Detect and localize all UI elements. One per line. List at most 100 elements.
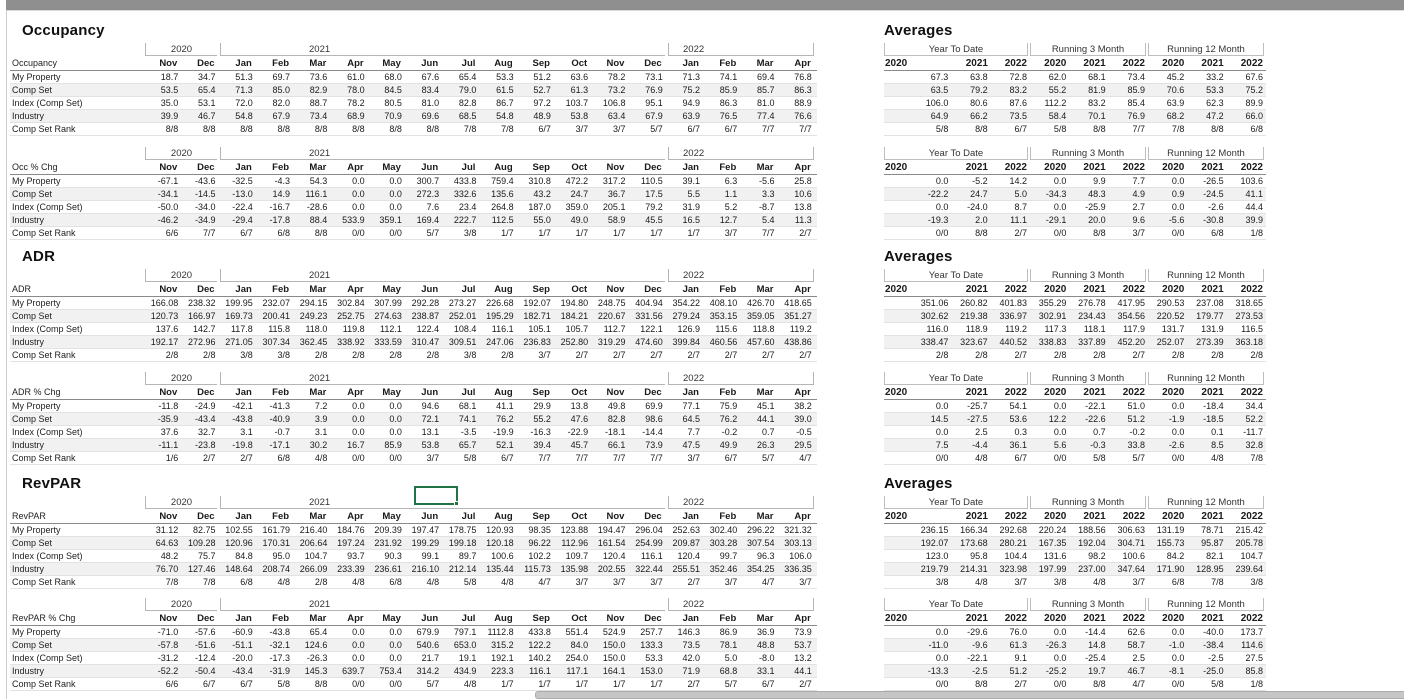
cell[interactable]: 47.6 [570,414,589,424]
cell[interactable]: 0.0 [389,189,402,199]
cell[interactable]: 81.0 [421,98,440,108]
month-header-cell[interactable]: Feb [272,283,290,295]
avg-cell[interactable]: 7/7 [1132,124,1145,134]
cell[interactable]: 399.84 [672,337,700,347]
cell[interactable]: 7/7 [799,124,812,134]
cell[interactable]: 146.3 [677,627,700,637]
month-header-cell[interactable]: Jun [421,510,439,522]
cell[interactable]: 68.8 [719,666,738,676]
avg-cell[interactable]: 6/8 [1250,124,1263,134]
cell[interactable]: 8/8 [314,228,328,238]
cell[interactable]: 5.2 [724,202,738,212]
cell[interactable]: 274.63 [374,311,402,321]
cell[interactable]: 679.9 [416,627,440,637]
cell[interactable]: -50.0 [157,202,179,212]
row-label-cell[interactable]: My Property [12,176,61,186]
cell[interactable]: 35.0 [160,98,179,108]
cell[interactable]: -32.5 [232,176,253,186]
cell[interactable]: -17.1 [269,440,291,450]
month-header-cell[interactable]: May [382,57,401,69]
cell[interactable]: -12.4 [195,653,216,663]
avg-cell[interactable]: 2/8 [935,350,949,360]
avg-year-cell[interactable]: 2021 [965,612,988,624]
cell[interactable]: 53.3 [496,72,514,82]
avg-cell[interactable]: 323.98 [999,564,1027,574]
avg-cell[interactable]: 318.65 [1235,298,1263,308]
month-header-cell[interactable]: Jul [461,57,476,69]
cell[interactable]: 195.29 [486,311,514,321]
avg-cell[interactable]: 304.71 [1117,538,1145,548]
cell[interactable]: 0/0 [389,228,402,238]
avg-cell[interactable]: 4/8 [1211,453,1224,463]
cell[interactable]: 3/7 [724,577,738,587]
cell[interactable]: 184.76 [337,525,365,535]
fill-handle[interactable] [454,501,459,506]
avg-cell[interactable]: 33.8 [1127,440,1145,450]
cell[interactable]: 7/8 [203,577,216,587]
cell[interactable]: 2/7 [687,350,700,360]
month-header-cell[interactable]: Oct [571,386,588,398]
row-label-cell[interactable]: Industry [12,440,45,450]
cell[interactable]: 3/8 [240,350,253,360]
cell[interactable]: 2/7 [799,350,812,360]
cell[interactable]: 359.1 [379,215,402,225]
cell[interactable]: 3/8 [463,228,477,238]
cell[interactable]: 17.5 [645,189,663,199]
avg-cell[interactable]: 220.24 [1038,525,1067,535]
cell[interactable]: 110.5 [640,176,663,186]
cell[interactable]: 3/7 [612,124,626,134]
cell[interactable]: 84.8 [235,551,253,561]
avg-cell[interactable]: 7/8 [1250,453,1263,463]
avg-cell[interactable]: 0.0 [1171,427,1185,437]
avg-cell[interactable]: 46.7 [1127,666,1145,676]
cell[interactable]: 4/8 [426,577,440,587]
avg-cell[interactable]: 0.0 [935,176,949,186]
month-header-cell[interactable]: Jan [235,161,252,173]
cell[interactable]: 120.96 [225,538,253,548]
avg-cell[interactable]: 5/8 [1093,453,1106,463]
cell[interactable]: 76.6 [794,111,812,121]
avg-cell[interactable]: 8/8 [1211,124,1224,134]
cell[interactable]: 205.1 [602,202,626,212]
avg-cell[interactable]: 197.99 [1038,564,1067,574]
cell[interactable]: 5/8 [463,577,477,587]
avg-cell[interactable]: 62.0 [1048,72,1067,82]
cell[interactable]: 122.2 [528,640,551,650]
cell[interactable]: 7.6 [426,202,440,212]
cell[interactable]: 7/7 [612,453,626,463]
month-header-cell[interactable]: Nov [159,283,178,295]
avg-year-cell[interactable]: 2020 [1162,386,1185,398]
cell[interactable]: 7/7 [538,453,551,463]
cell[interactable]: 38.2 [794,401,812,411]
cell[interactable]: 76.70 [155,564,179,574]
cell[interactable]: 5/8 [463,453,477,463]
avg-year-cell[interactable]: 2021 [1083,283,1106,295]
avg-cell[interactable]: -38.4 [1203,640,1224,650]
cell[interactable]: 67.9 [645,111,663,121]
cell[interactable]: 69.7 [272,72,291,82]
avg-group-header-cell[interactable]: Year To Date [884,269,1028,282]
cell[interactable]: 51.3 [235,72,253,82]
avg-cell[interactable]: 51.2 [1127,414,1145,424]
month-header-cell[interactable]: Apr [794,386,811,398]
avg-cell[interactable]: 354.56 [1117,311,1145,321]
avg-cell[interactable]: -8.1 [1168,666,1185,676]
month-header-cell[interactable]: Aug [494,57,513,69]
year-header-cell[interactable]: 2020 [145,496,217,509]
avg-cell[interactable]: 260.82 [960,298,988,308]
cell[interactable]: -22.4 [232,202,253,212]
avg-cell[interactable]: -14.4 [1085,627,1106,637]
cell[interactable]: 332.6 [453,189,477,199]
cell[interactable]: 294.15 [299,298,328,308]
avg-cell[interactable]: 0.7 [1093,427,1106,437]
avg-cell[interactable]: 7.5 [935,440,949,450]
cell[interactable]: 148.64 [225,564,253,574]
cell[interactable]: -17.3 [269,653,291,663]
cell[interactable]: 102.55 [225,525,253,535]
year-header-cell[interactable]: 2022 [668,269,814,282]
cell[interactable]: 8/8 [203,124,216,134]
month-header-cell[interactable]: Mar [309,386,327,398]
cell[interactable]: 310.47 [411,337,440,347]
avg-cell[interactable]: 131.9 [1201,324,1224,334]
cell[interactable]: 16.7 [347,440,365,450]
